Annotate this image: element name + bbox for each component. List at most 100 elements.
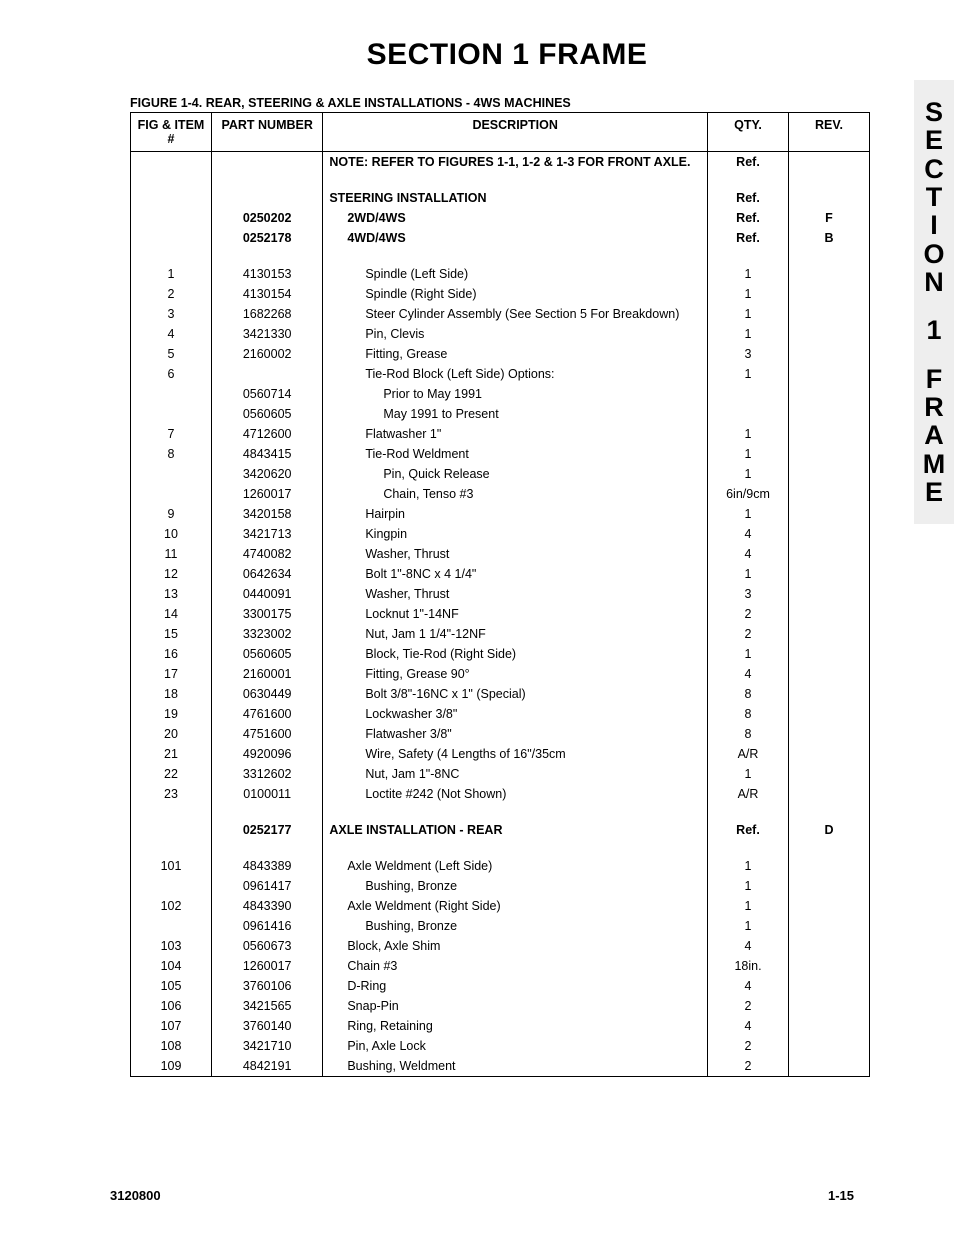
cell-qty: 1 (708, 444, 789, 464)
cell-qty: 6in/9cm (708, 484, 789, 504)
table-row: 0252177AXLE INSTALLATION - REARRef.D (131, 820, 870, 840)
cell-fig: 106 (131, 996, 212, 1016)
side-tab-letter: T (926, 183, 943, 211)
table-row: 204751600Flatwasher 3/8"8 (131, 724, 870, 744)
cell-fig (131, 228, 212, 248)
cell-fig: 4 (131, 324, 212, 344)
cell-desc: 2WD/4WS (323, 208, 708, 228)
side-tab: SECTION1FRAME (914, 80, 954, 524)
table-row (131, 172, 870, 188)
cell-qty: 1 (708, 644, 789, 664)
cell-desc: Axle Weldment (Right Side) (323, 896, 708, 916)
cell-desc: Wire, Safety (4 Lengths of 16"/35cm (323, 744, 708, 764)
cell-part: 1682268 (211, 304, 322, 324)
cell-desc: Bushing, Bronze (323, 876, 708, 896)
side-tab-letter: C (924, 155, 944, 183)
cell-fig: 12 (131, 564, 212, 584)
cell-qty: 1 (708, 764, 789, 784)
cell-desc: Washer, Thrust (323, 544, 708, 564)
cell-rev (788, 344, 869, 364)
cell-part: 0252178 (211, 228, 322, 248)
side-tab-letter: R (924, 393, 944, 421)
cell-fig (131, 384, 212, 404)
cell-desc: Fitting, Grease (323, 344, 708, 364)
cell-fig: 102 (131, 896, 212, 916)
cell-fig: 107 (131, 1016, 212, 1036)
side-tab-letter: N (924, 268, 944, 296)
cell-rev (788, 724, 869, 744)
page-footer: 3120800 1-15 (110, 1188, 854, 1203)
table-row: 214920096Wire, Safety (4 Lengths of 16"/… (131, 744, 870, 764)
table-row: 120642634Bolt 1"-8NC x 4 1/4"1 (131, 564, 870, 584)
cell-rev (788, 444, 869, 464)
table-row (131, 840, 870, 856)
cell-rev (788, 424, 869, 444)
table-row: 143300175Locknut 1"-14NF2 (131, 604, 870, 624)
cell-fig (131, 208, 212, 228)
cell-rev (788, 604, 869, 624)
cell-fig: 6 (131, 364, 212, 384)
cell-fig: 101 (131, 856, 212, 876)
cell-rev (788, 644, 869, 664)
cell-qty: 3 (708, 344, 789, 364)
cell-fig: 1 (131, 264, 212, 284)
cell-qty: 2 (708, 624, 789, 644)
cell-desc: 4WD/4WS (323, 228, 708, 248)
cell-part: 0560714 (211, 384, 322, 404)
cell-desc: Bushing, Weldment (323, 1056, 708, 1077)
side-tab-letter: S (925, 98, 943, 126)
table-row: 14130153Spindle (Left Side)1 (131, 264, 870, 284)
cell-rev (788, 564, 869, 584)
cell-part (211, 188, 322, 208)
cell-desc: Pin, Clevis (323, 324, 708, 344)
cell-part: 0560673 (211, 936, 322, 956)
cell-desc: Axle Weldment (Left Side) (323, 856, 708, 876)
table-row: 153323002Nut, Jam 1 1/4"-12NF2 (131, 624, 870, 644)
cell-part: 3760106 (211, 976, 322, 996)
table-row: 172160001Fitting, Grease 90°4 (131, 664, 870, 684)
cell-rev (788, 936, 869, 956)
cell-part: 4842191 (211, 1056, 322, 1077)
cell-rev (788, 704, 869, 724)
cell-rev (788, 544, 869, 564)
page: SECTION1FRAME SECTION 1 FRAME FIGURE 1-4… (0, 0, 954, 1235)
cell-part: 3421713 (211, 524, 322, 544)
cell-fig: 13 (131, 584, 212, 604)
cell-desc: Loctite #242 (Not Shown) (323, 784, 708, 804)
table-header-row: FIG & ITEM # PART NUMBER DESCRIPTION QTY… (131, 113, 870, 152)
table-row: 1041260017Chain #318in. (131, 956, 870, 976)
cell-part: 1260017 (211, 956, 322, 976)
table-row: 223312602Nut, Jam 1"-8NC1 (131, 764, 870, 784)
table-row: 3420620Pin, Quick Release1 (131, 464, 870, 484)
cell-part: 4751600 (211, 724, 322, 744)
footer-right: 1-15 (828, 1188, 854, 1203)
cell-part: 4761600 (211, 704, 322, 724)
cell-rev (788, 264, 869, 284)
cell-rev (788, 324, 869, 344)
cell-qty: 1 (708, 364, 789, 384)
table-row: 1053760106D-Ring4 (131, 976, 870, 996)
cell-part: 3420620 (211, 464, 322, 484)
cell-part: 3421710 (211, 1036, 322, 1056)
cell-desc: STEERING INSTALLATION (323, 188, 708, 208)
cell-fig: 17 (131, 664, 212, 684)
cell-desc: Snap-Pin (323, 996, 708, 1016)
cell-qty: 1 (708, 564, 789, 584)
cell-qty (708, 384, 789, 404)
cell-part: 4130154 (211, 284, 322, 304)
table-row: 6Tie-Rod Block (Left Side) Options:1 (131, 364, 870, 384)
cell-fig: 9 (131, 504, 212, 524)
th-desc: DESCRIPTION (323, 113, 708, 152)
table-row: 0560605May 1991 to Present (131, 404, 870, 424)
cell-rev (788, 996, 869, 1016)
cell-fig: 108 (131, 1036, 212, 1056)
cell-qty: Ref. (708, 208, 789, 228)
cell-fig: 20 (131, 724, 212, 744)
cell-qty: Ref. (708, 820, 789, 840)
cell-qty (708, 404, 789, 424)
cell-rev (788, 404, 869, 424)
cell-desc: Fitting, Grease 90° (323, 664, 708, 684)
cell-rev (788, 504, 869, 524)
cell-qty: Ref. (708, 188, 789, 208)
cell-desc: Spindle (Right Side) (323, 284, 708, 304)
